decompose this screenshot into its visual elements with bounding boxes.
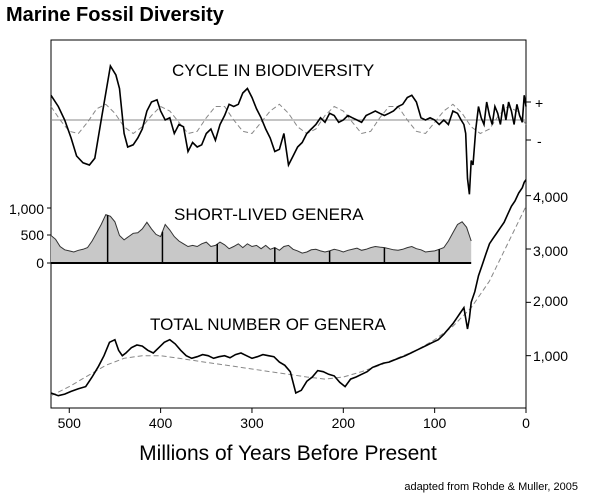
x-tick-label-4: 100 (423, 415, 447, 431)
panel-total-genera: TOTAL NUMBER OF GENERA 4,000 3,000 2,000… (50, 179, 568, 397)
y-tick-label-3000: 3,000 (533, 243, 568, 259)
short-lived-area (51, 214, 472, 263)
y-tick-label-2000: 2,000 (533, 293, 568, 309)
plot-frame (50, 39, 527, 409)
panel-title-short-lived: SHORT-LIVED GENERA (174, 205, 364, 224)
y-tick-label-1000: 1,000 (9, 201, 44, 217)
chart-title: Marine Fossil Diversity (6, 4, 224, 26)
y-tick-label-1000-right: 1,000 (533, 348, 568, 364)
x-tick-label-2: 300 (240, 415, 264, 431)
cycle-biodiversity-line (50, 63, 527, 195)
x-tick-label-3: 200 (332, 415, 356, 431)
source-credit: adapted from Rohde & Muller, 2005 (404, 481, 578, 493)
y-tick-label-0: 0 (36, 255, 44, 271)
cycle-sinusoid-line (50, 103, 527, 135)
x-axis: 500 400 300 200 100 0 (58, 408, 530, 431)
minus-tick-label: - (537, 133, 542, 149)
x-tick-label-1: 400 (149, 415, 173, 431)
x-axis-title: Millions of Years Before Present (139, 442, 437, 465)
panel-title-total: TOTAL NUMBER OF GENERA (150, 315, 386, 334)
panel-title-cycle: CYCLE IN BIODIVERSITY (172, 61, 374, 80)
short-lived-line (50, 213, 472, 254)
x-tick-label-0: 500 (58, 415, 82, 431)
plus-tick-label: + (535, 95, 543, 111)
total-genera-line (50, 179, 527, 397)
panel-cycle: CYCLE IN BIODIVERSITY + - (50, 61, 543, 195)
y-tick-label-500: 500 (21, 227, 45, 243)
y-tick-label-4000: 4,000 (533, 189, 568, 205)
panel-short-lived: SHORT-LIVED GENERA 1,000 500 0 (9, 201, 472, 271)
x-tick-label-5: 0 (522, 415, 530, 431)
